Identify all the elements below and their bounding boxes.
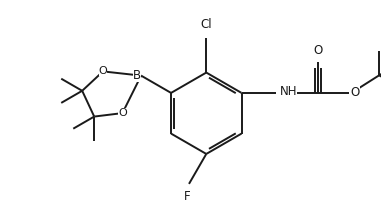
Text: NH: NH	[280, 85, 297, 98]
Text: O: O	[351, 86, 360, 99]
Text: B: B	[132, 69, 141, 82]
Text: O: O	[99, 66, 108, 76]
Text: O: O	[313, 44, 323, 57]
Text: O: O	[118, 108, 127, 118]
Text: Cl: Cl	[200, 18, 212, 31]
Text: F: F	[184, 191, 190, 204]
